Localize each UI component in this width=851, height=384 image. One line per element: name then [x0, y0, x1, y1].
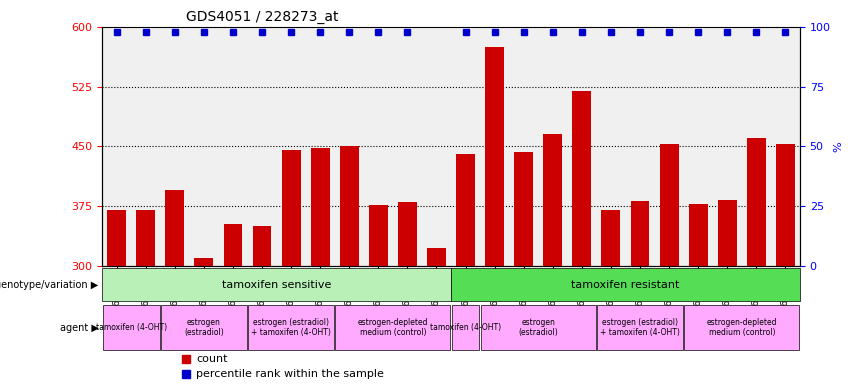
Bar: [456, 154, 475, 266]
FancyBboxPatch shape: [248, 305, 334, 350]
FancyBboxPatch shape: [481, 305, 596, 350]
Text: tamoxifen resistant: tamoxifen resistant: [571, 280, 680, 290]
Text: count: count: [197, 354, 228, 364]
Bar: [282, 151, 300, 266]
Bar: [573, 91, 591, 266]
Bar: [136, 210, 155, 266]
Text: estrogen (estradiol)
+ tamoxifen (4-OHT): estrogen (estradiol) + tamoxifen (4-OHT): [600, 318, 680, 337]
Bar: [688, 204, 708, 266]
Text: estrogen
(estradiol): estrogen (estradiol): [184, 318, 224, 337]
FancyBboxPatch shape: [597, 305, 683, 350]
Bar: [194, 258, 214, 266]
Text: tamoxifen sensitive: tamoxifen sensitive: [222, 280, 331, 290]
Bar: [340, 146, 359, 266]
Y-axis label: %: %: [833, 141, 843, 152]
Text: genotype/variation ▶: genotype/variation ▶: [0, 280, 99, 290]
Bar: [514, 152, 534, 266]
Text: estrogen-depleted
medium (control): estrogen-depleted medium (control): [706, 318, 777, 337]
Bar: [602, 210, 620, 266]
Bar: [631, 200, 649, 266]
FancyBboxPatch shape: [451, 268, 800, 301]
FancyBboxPatch shape: [452, 305, 479, 350]
Text: tamoxifen (4-OHT): tamoxifen (4-OHT): [95, 323, 167, 332]
Bar: [368, 205, 388, 266]
FancyBboxPatch shape: [335, 305, 450, 350]
Text: GDS4051 / 228273_at: GDS4051 / 228273_at: [186, 10, 339, 25]
Text: percentile rank within the sample: percentile rank within the sample: [197, 369, 384, 379]
Text: estrogen
(estradiol): estrogen (estradiol): [518, 318, 558, 337]
Bar: [543, 134, 563, 266]
FancyBboxPatch shape: [102, 268, 451, 301]
Bar: [427, 248, 446, 266]
Bar: [165, 190, 185, 266]
Bar: [660, 144, 678, 266]
Bar: [747, 138, 766, 266]
Bar: [398, 202, 417, 266]
Bar: [311, 148, 329, 266]
Text: estrogen (estradiol)
+ tamoxifen (4-OHT): estrogen (estradiol) + tamoxifen (4-OHT): [251, 318, 331, 337]
Bar: [776, 144, 795, 266]
Text: estrogen-depleted
medium (control): estrogen-depleted medium (control): [357, 318, 428, 337]
Bar: [253, 226, 271, 266]
Bar: [717, 200, 737, 266]
Text: tamoxifen (4-OHT): tamoxifen (4-OHT): [430, 323, 501, 332]
Text: agent ▶: agent ▶: [60, 323, 99, 333]
Bar: [485, 47, 504, 266]
FancyBboxPatch shape: [103, 305, 160, 350]
FancyBboxPatch shape: [161, 305, 247, 350]
Bar: [107, 210, 126, 266]
Bar: [224, 223, 243, 266]
FancyBboxPatch shape: [684, 305, 799, 350]
